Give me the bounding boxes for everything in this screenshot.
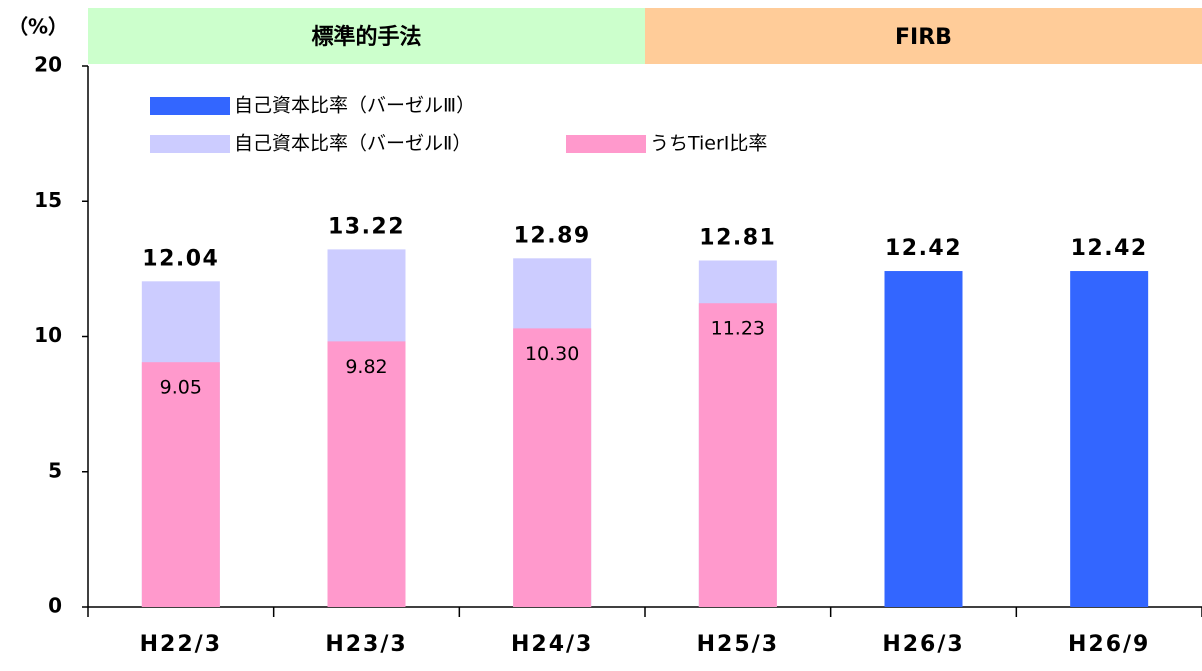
inner-value-label: 11.23 — [711, 318, 765, 340]
x-tick-label: H23/3 — [325, 632, 407, 657]
value-label: 13.22 — [328, 214, 405, 239]
legend-swatch — [566, 135, 646, 153]
bar — [698, 303, 777, 607]
value-label: 12.81 — [699, 225, 776, 250]
legend-swatch — [150, 135, 230, 153]
bar — [513, 328, 592, 607]
value-label: 12.42 — [885, 236, 962, 261]
x-tick-label: H22/3 — [140, 632, 222, 657]
x-tick-label: H26/9 — [1068, 632, 1150, 657]
legend-label: 自己資本比率（バーゼルⅡ） — [234, 133, 471, 155]
x-tick-label: H26/3 — [882, 632, 964, 657]
bar — [141, 362, 220, 607]
inner-value-label: 9.82 — [345, 356, 387, 378]
region-band — [88, 8, 645, 64]
region-label: 標準的手法 — [311, 24, 421, 50]
value-label: 12.89 — [514, 223, 591, 248]
value-label: 12.04 — [142, 246, 219, 271]
legend-swatch — [150, 97, 230, 115]
inner-value-label: 10.30 — [525, 343, 579, 365]
bar — [884, 271, 963, 607]
x-tick-label: H24/3 — [511, 632, 593, 657]
value-label: 12.42 — [1071, 236, 1148, 261]
bar — [327, 341, 406, 607]
x-tick-label: H25/3 — [697, 632, 779, 657]
y-axis-label: （%） — [8, 15, 68, 39]
y-tick-label: 15 — [34, 188, 62, 212]
y-tick-label: 20 — [34, 53, 62, 77]
y-tick-label: 5 — [48, 458, 62, 482]
y-tick-label: 0 — [48, 594, 62, 618]
region-band — [645, 8, 1202, 64]
legend-label: 自己資本比率（バーゼルⅢ） — [234, 95, 475, 117]
bar — [1070, 271, 1149, 607]
region-label: FIRB — [895, 25, 952, 50]
inner-value-label: 9.05 — [160, 377, 202, 399]
y-tick-label: 10 — [34, 323, 62, 347]
legend-label: うちTierⅠ比率 — [650, 133, 767, 155]
